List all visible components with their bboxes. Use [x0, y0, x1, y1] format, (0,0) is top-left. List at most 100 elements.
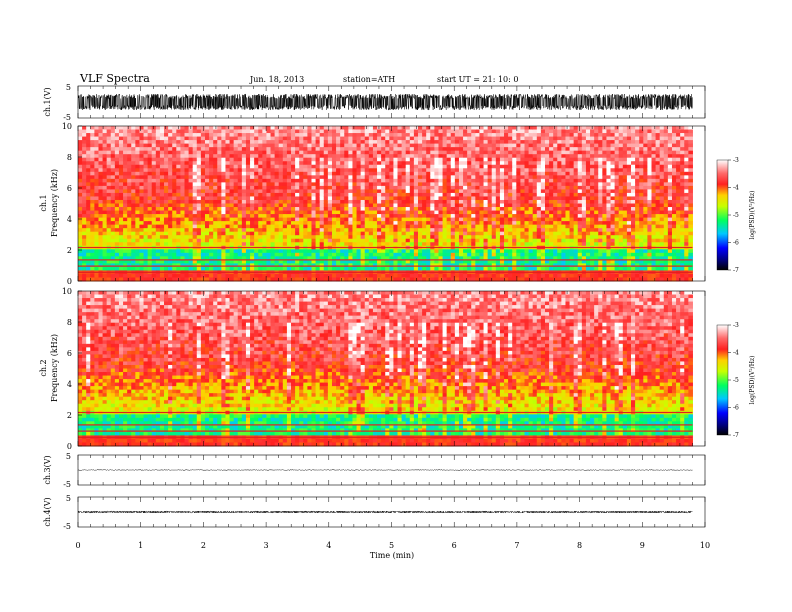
spectrogram-cell	[385, 157, 390, 162]
spectrogram-cell	[372, 143, 378, 148]
spectrogram-cell	[508, 231, 513, 236]
spectrogram-cell	[245, 221, 251, 226]
spectrogram-cell	[352, 175, 358, 180]
spectrogram-cell	[147, 231, 153, 236]
spectrogram-cell	[458, 207, 464, 212]
spectrogram-cell	[409, 266, 415, 271]
spectrogram-cell	[143, 214, 149, 219]
spectrogram-cell	[467, 126, 472, 131]
spectrogram-cell	[475, 161, 480, 166]
spectrogram-cell	[291, 168, 296, 173]
spectrogram-cell	[286, 199, 292, 204]
spectrogram-cell	[467, 157, 472, 162]
spectrogram-cell	[188, 238, 194, 243]
spectrogram-cell	[348, 129, 353, 134]
spectrogram-cell	[397, 228, 403, 233]
spectrogram-cell	[110, 199, 116, 204]
spectrogram-cell	[282, 221, 288, 226]
spectrogram-cell	[512, 171, 517, 176]
spectrogram-cell	[151, 196, 157, 201]
spectrogram-cell	[360, 207, 366, 212]
spectrogram-cell	[504, 185, 509, 190]
spectrogram-cell	[491, 231, 497, 236]
spectrogram-cell	[467, 238, 472, 243]
spectrogram-cell	[114, 189, 120, 194]
spectrogram-cell	[114, 259, 120, 264]
spectrogram-cell	[217, 164, 222, 169]
spectrogram-cell	[495, 252, 501, 257]
spectrogram-cell	[159, 133, 165, 138]
spectrogram-cell	[495, 266, 501, 271]
spectrogram-cell	[528, 266, 534, 271]
spectrogram-cell	[524, 214, 530, 219]
spectrogram-cell	[135, 133, 140, 138]
spectrogram-cell	[520, 154, 526, 159]
spectrogram-cell	[131, 249, 136, 254]
spectrogram-cell	[495, 256, 501, 261]
spectrogram-cell	[442, 150, 448, 155]
spectrogram-cell	[258, 252, 263, 257]
spectrogram-cell	[102, 249, 108, 254]
spectrogram-cell	[336, 242, 341, 247]
spectrogram-cell	[278, 252, 284, 257]
spectrogram-cell	[430, 171, 435, 176]
spectrogram-cell	[241, 210, 247, 215]
spectrogram-cell	[512, 249, 517, 254]
spectrogram-cell	[270, 182, 276, 187]
spectrogram-cell	[336, 185, 341, 190]
spectrogram-cell	[258, 143, 263, 148]
spectrogram-cell	[389, 143, 394, 148]
spectrogram-cell	[270, 224, 276, 229]
spectrogram-cell	[422, 157, 427, 162]
spectrogram-cell	[524, 140, 530, 145]
spectrogram-cell	[139, 273, 145, 278]
spectrogram-cell	[184, 185, 190, 190]
spectrogram-cell	[98, 185, 104, 190]
spectrogram-cell	[274, 235, 280, 240]
spectrogram-cell	[90, 178, 95, 183]
spectrogram-cell	[204, 189, 210, 194]
spectrogram-cell	[360, 192, 366, 197]
spectrogram-cell	[536, 175, 542, 180]
spectrogram-cell	[430, 189, 435, 194]
spectrogram-cell	[426, 228, 431, 233]
spectrogram-cell	[483, 196, 489, 201]
spectrogram-cell	[463, 196, 468, 201]
spectrogram-cell	[405, 231, 411, 236]
spectrogram-cell	[508, 150, 513, 155]
spectrogram-cell	[331, 242, 337, 247]
spectrogram-cell	[102, 199, 108, 204]
spectrogram-cell	[188, 266, 194, 271]
spectrogram-cell	[151, 242, 157, 247]
spectrogram-cell	[258, 210, 263, 215]
spectrogram-cell	[422, 221, 427, 226]
spectrogram-cell	[463, 203, 468, 208]
spectrogram-cell	[434, 210, 439, 215]
spectrogram-cell	[520, 217, 526, 222]
spectrogram-cell	[401, 249, 407, 254]
spectrogram-cell	[409, 171, 415, 176]
spectrogram-cell	[131, 143, 136, 148]
spectrogram-cell	[200, 189, 206, 194]
spectrogram-cell	[209, 214, 214, 219]
spectrogram-cell	[356, 242, 362, 247]
spectrogram-cell	[151, 147, 157, 152]
spectrogram-cell	[393, 199, 399, 204]
spectrogram-cell	[291, 249, 296, 254]
spectrogram-cell	[151, 263, 157, 268]
spectrogram-cell	[282, 199, 288, 204]
spectrogram-cell	[508, 175, 513, 180]
spectrogram-cell	[377, 266, 382, 271]
spectrogram-cell	[184, 259, 190, 264]
spectrogram-cell	[266, 133, 272, 138]
spectrogram-cell	[381, 192, 386, 197]
spectrogram-cell	[78, 207, 83, 212]
spectrogram-cell	[393, 277, 399, 282]
spectrogram-cell	[303, 235, 308, 240]
spectrogram-cell	[127, 189, 132, 194]
spectrogram-cell	[164, 259, 169, 264]
spectrogram-cell	[274, 199, 280, 204]
spectrogram-cell	[258, 133, 263, 138]
spectrogram-cell	[118, 263, 124, 268]
spectrogram-cell	[233, 266, 239, 271]
